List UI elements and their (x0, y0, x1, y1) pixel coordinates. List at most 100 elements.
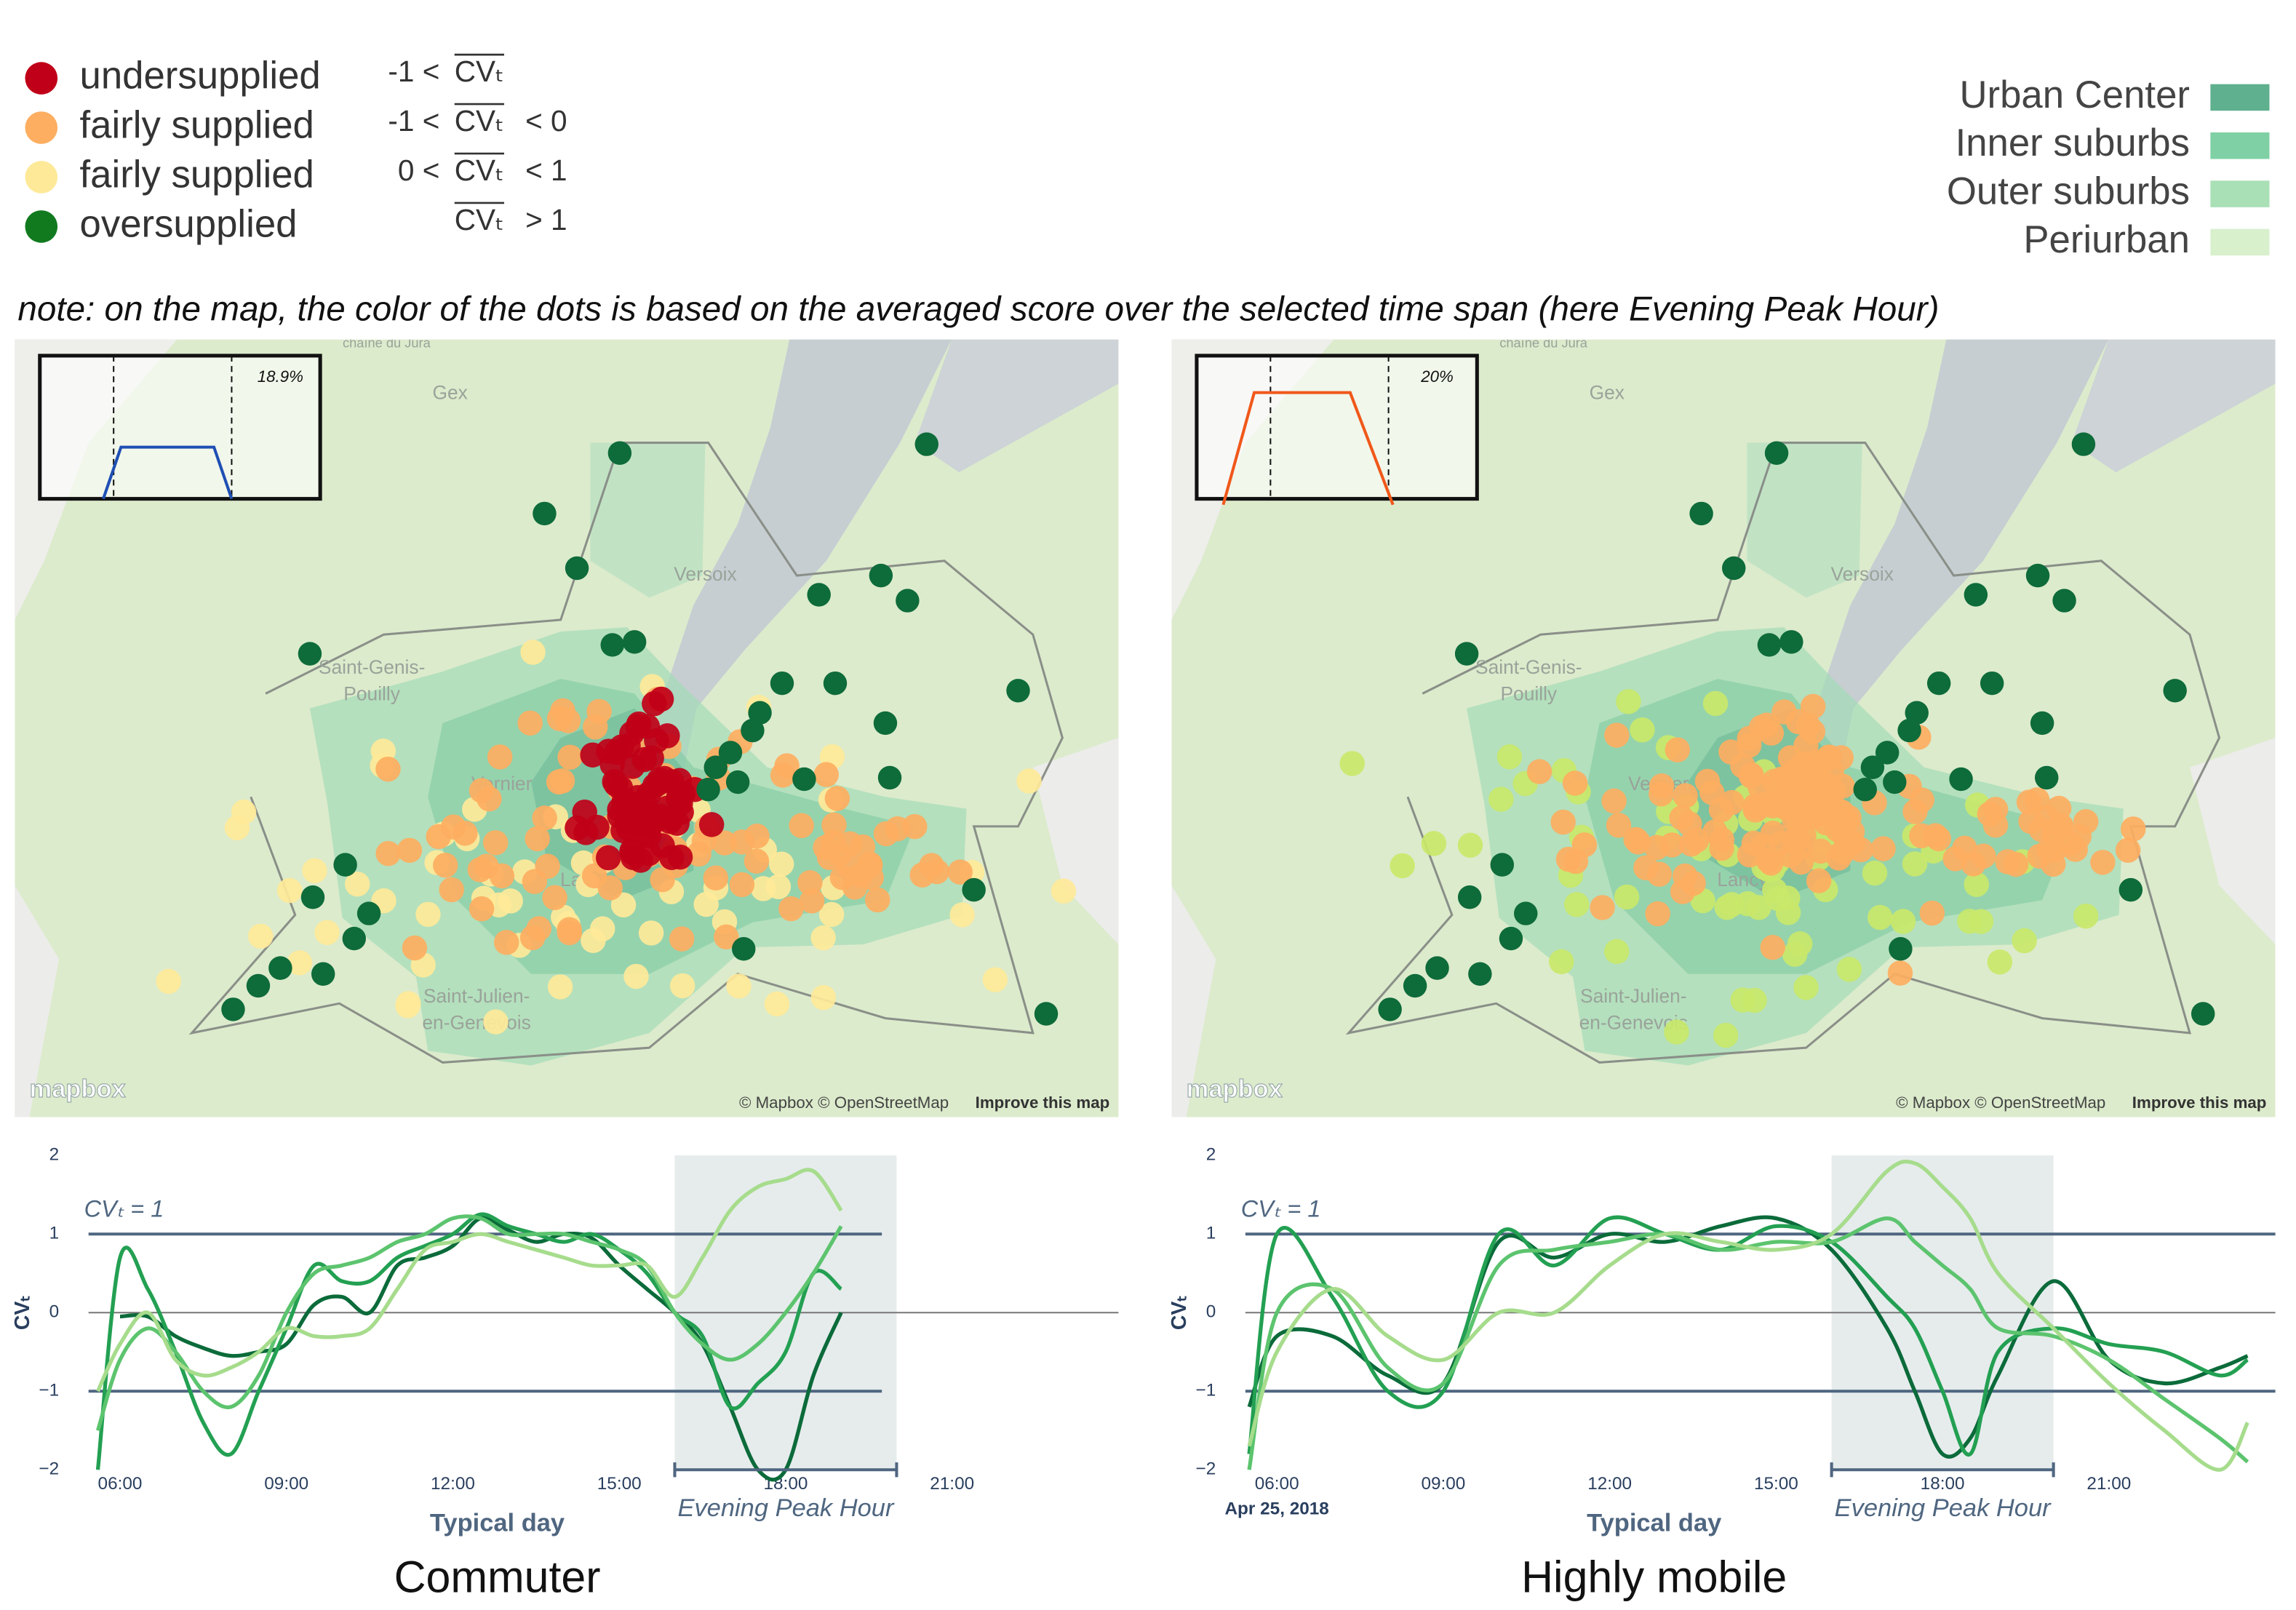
legend-symbol: CVₜ (455, 154, 504, 187)
station-dot (1555, 846, 1582, 872)
series-line (95, 1212, 842, 1470)
station-dot (797, 870, 823, 896)
station-dot (732, 937, 756, 961)
station-dot (768, 851, 794, 877)
station-dot (248, 923, 274, 949)
legend-condition: -1 < (388, 104, 439, 138)
station-dot (792, 767, 816, 792)
station-dot (770, 671, 794, 696)
series-line (1247, 1215, 2249, 1459)
station-dot (2163, 679, 2187, 703)
station-dot (532, 805, 557, 831)
y-tick-label: −2 (39, 1459, 59, 1479)
station-dot (287, 950, 313, 976)
station-dot (625, 784, 650, 810)
station-dot (1760, 820, 1786, 846)
place-label: chaîne du Jura (343, 335, 431, 350)
x-tick-label: 12:00 (431, 1474, 475, 1494)
station-dot (1793, 789, 1819, 815)
station-dot (638, 920, 664, 946)
station-dot (302, 858, 327, 884)
station-dot (810, 984, 837, 1011)
station-dot (1782, 941, 1808, 967)
map-panel: chaîne du Jura Gex Versoix Saint-Genis- Poui… (15, 335, 1119, 1117)
station-dot (1836, 957, 1862, 982)
station-dot (1875, 741, 1900, 765)
station-dot (477, 786, 502, 812)
station-dot (1051, 878, 1077, 904)
station-dot (947, 859, 973, 885)
station-dot (639, 745, 664, 771)
station-dot (1689, 501, 1713, 526)
legend-label: fairly supplied (80, 103, 314, 146)
inset-label: 18.9% (258, 367, 303, 386)
station-dot (718, 741, 743, 765)
station-dot (1590, 895, 1615, 920)
station-dot (2041, 851, 2066, 877)
station-dot (1860, 755, 1885, 780)
map-link: Improve this map (2132, 1093, 2267, 1112)
station-dot (221, 997, 245, 1021)
station-dot (1339, 751, 1365, 776)
zone-swatch (2210, 228, 2270, 256)
mountain (2189, 738, 2276, 945)
station-dot (2025, 563, 2050, 588)
station-dot (982, 967, 1008, 992)
station-dot (589, 916, 615, 941)
station-dot (698, 812, 725, 837)
annotation: CVₜ = 1 (1241, 1195, 1321, 1222)
station-dot (498, 888, 523, 914)
x-tick-label: 15:00 (597, 1474, 642, 1494)
station-dot (619, 837, 645, 864)
station-dot (669, 926, 695, 952)
series-line (1247, 1216, 2249, 1470)
station-dot (1684, 827, 1710, 853)
station-dot (522, 869, 548, 894)
station-dot (375, 840, 401, 866)
station-dot (748, 701, 772, 725)
place-label: Gex (1590, 382, 1625, 404)
station-dot (1630, 717, 1655, 743)
x-tick-label: 18:00 (764, 1474, 808, 1494)
y-axis-label: CVₜ (11, 1295, 34, 1330)
station-dot (433, 853, 458, 878)
zone-label: Inner suburbs (1956, 121, 2190, 164)
station-dot (610, 892, 637, 918)
station-dot (729, 829, 755, 855)
mountain (1032, 738, 1119, 945)
station-dot (642, 690, 667, 717)
x-tick-label: 21:00 (930, 1474, 974, 1494)
x-tick-label: 15:00 (1754, 1474, 1798, 1494)
lake-upper (1983, 339, 2276, 473)
station-dot (1800, 719, 1826, 744)
place-label: Versoix (1830, 563, 1893, 585)
station-dot (1830, 839, 1856, 865)
zone-periurban (590, 442, 706, 598)
zone-label: Periurban (2023, 218, 2190, 261)
station-dot (1964, 872, 1990, 897)
station-dot (1968, 909, 1994, 934)
station-dot (469, 896, 495, 922)
station-dot (1702, 690, 1729, 717)
station-dot (1664, 1019, 1689, 1045)
zone-swatch (2210, 132, 2270, 159)
station-dot (1746, 794, 1771, 821)
station-dot (483, 830, 509, 856)
station-dot (1897, 718, 1921, 743)
station-dot (565, 556, 589, 581)
y-tick-label: 1 (1206, 1224, 1216, 1243)
series-line (95, 1214, 843, 1432)
place-label: Saint-Julien- (1580, 985, 1687, 1007)
station-dot (625, 714, 651, 739)
station-dot (517, 710, 543, 736)
border (188, 442, 1064, 1064)
map: chaîne du Jura Gex Versoix Saint-Genis- Poui… (1171, 339, 2276, 1117)
station-dot (2115, 837, 2141, 863)
map-logo: mapbox (1187, 1075, 1283, 1103)
legend-symbol: CVₜ (455, 104, 504, 138)
station-dot (1709, 835, 1734, 861)
station-dot (557, 744, 583, 770)
station-dot (300, 885, 325, 909)
place-label: Pouilly (1500, 682, 1557, 704)
